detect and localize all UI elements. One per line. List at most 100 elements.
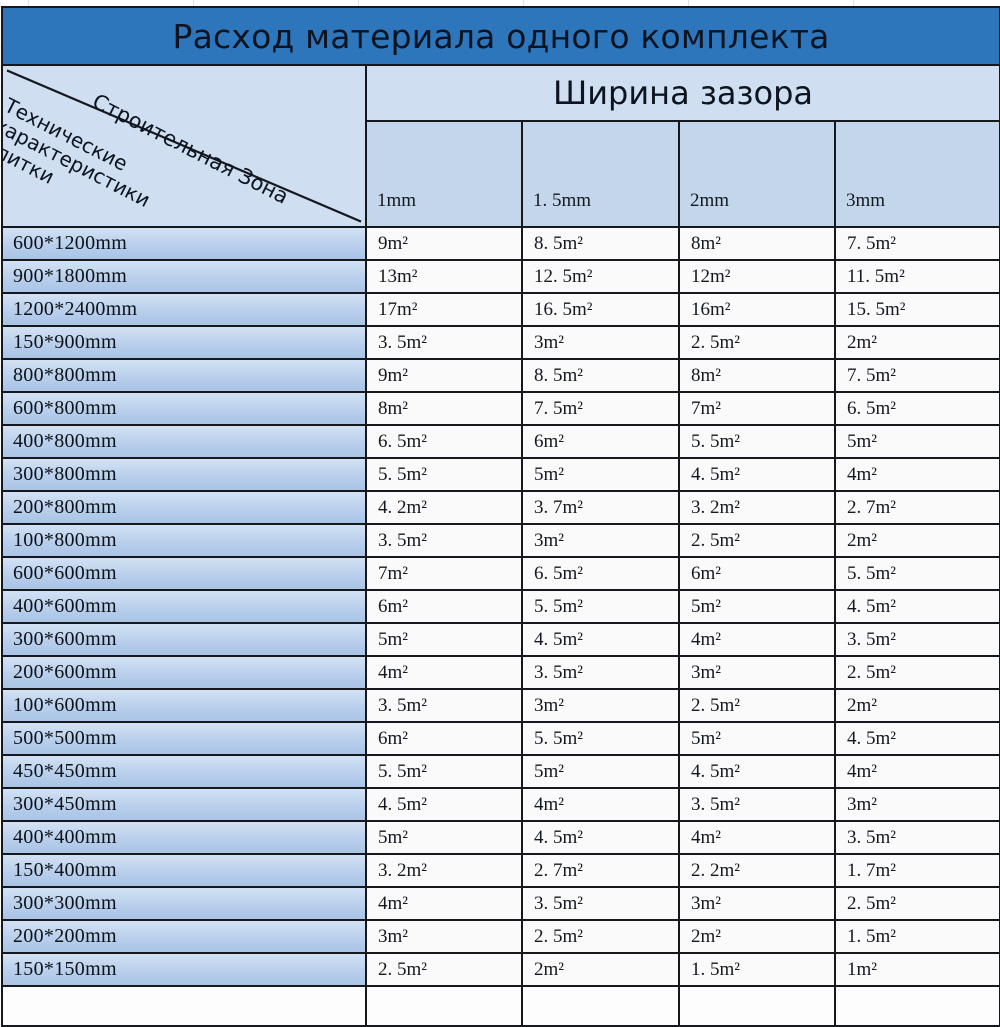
row-label-tile-size: 300*800mm — [1, 457, 367, 492]
cell-consumption: 5. 5m² — [678, 424, 836, 459]
cell-consumption: 3. 5m² — [365, 325, 523, 360]
group-header-gap-width: Ширина зазора — [364, 64, 1000, 122]
table-body: 600*1200mm 9m² 8. 5m² 8m² 7. 5m² 900*1800mm 13… — [1, 226, 1000, 987]
cell-consumption: 1. 5m² — [678, 952, 836, 987]
table-row: 400*400mm 5m² 4. 5m² 4m² 3. 5m² — [1, 820, 1000, 855]
cell-consumption: 16. 5m² — [521, 292, 680, 327]
column-header-1-5mm: 1. 5mm — [521, 120, 680, 228]
cell-consumption: 3m² — [521, 325, 680, 360]
row-label-tile-size: 150*150mm — [1, 952, 367, 987]
cell-consumption: 2m² — [833, 688, 1000, 723]
row-label-tile-size: 200*200mm — [1, 919, 367, 954]
cell-consumption: 16m² — [678, 292, 836, 327]
row-label-tile-size: 900*1800mm — [1, 259, 367, 294]
corner-header-cell: Строительная Зона Технические характерис… — [1, 64, 367, 228]
cell-consumption: 4m² — [678, 820, 836, 855]
cell-consumption: 1. 5m² — [833, 919, 1000, 954]
cell-consumption: 7. 5m² — [521, 391, 680, 426]
cell-consumption: 12. 5m² — [521, 259, 680, 294]
table-row: 800*800mm 9m² 8. 5m² 8m² 7. 5m² — [1, 358, 1000, 393]
row-label-tile-size: 400*600mm — [1, 589, 367, 624]
table-row: 500*500mm 6m² 5. 5m² 5m² 4. 5m² — [1, 721, 1000, 756]
cell-consumption: 4m² — [833, 754, 1000, 789]
cell-consumption: 15. 5m² — [833, 292, 1000, 327]
cell-consumption: 2. 5m² — [833, 886, 1000, 921]
cell-consumption: 13m² — [365, 259, 523, 294]
cell-consumption: 3m² — [365, 919, 523, 954]
cell-consumption: 5m² — [365, 820, 523, 855]
table-row: 400*800mm 6. 5m² 6m² 5. 5m² 5m² — [1, 424, 1000, 459]
cell-consumption: 3. 5m² — [365, 523, 523, 558]
table-row: 450*450mm 5. 5m² 5m² 4. 5m² 4m² — [1, 754, 1000, 789]
cell-consumption: 12m² — [678, 259, 836, 294]
cell-consumption: 6m² — [678, 556, 836, 591]
material-consumption-sheet: Расход материала одного комплекта Строит… — [0, 6, 1000, 1027]
row-label-tile-size: 100*600mm — [1, 688, 367, 723]
row-label-tile-size: 500*500mm — [1, 721, 367, 756]
column-header-row: 1mm 1. 5mm 2mm 3mm — [2, 120, 1000, 228]
table-title: Расход материала одного комплекта — [0, 6, 1000, 66]
table-row: 600*600mm 7m² 6. 5m² 6m² 5. 5m² — [1, 556, 1000, 591]
cell-consumption: 2. 7m² — [521, 853, 680, 888]
cell-consumption: 7m² — [365, 556, 523, 591]
table-row: 150*150mm 2. 5m² 2m² 1. 5m² 1m² — [1, 952, 1000, 987]
cell-consumption: 2. 5m² — [678, 523, 836, 558]
row-label-tile-size: 600*600mm — [1, 556, 367, 591]
cell-consumption: 8. 5m² — [521, 226, 680, 261]
cell-consumption: 5. 5m² — [365, 457, 523, 492]
cell-consumption: 2. 2m² — [678, 853, 836, 888]
cell-consumption: 2. 5m² — [833, 655, 1000, 690]
row-label-tile-size: 150*400mm — [1, 853, 367, 888]
cell-consumption: 4. 5m² — [521, 622, 680, 657]
cell-consumption: 5. 5m² — [365, 754, 523, 789]
row-label-tile-size: 300*600mm — [1, 622, 367, 657]
row-label-tile-size: 450*450mm — [1, 754, 367, 789]
blank-cell-1 — [365, 985, 523, 1027]
cell-consumption: 2. 7m² — [833, 490, 1000, 525]
cell-consumption: 4. 5m² — [833, 721, 1000, 756]
cell-consumption: 17m² — [365, 292, 523, 327]
table-row: 600*1200mm 9m² 8. 5m² 8m² 7. 5m² — [1, 226, 1000, 261]
cell-consumption: 6m² — [365, 589, 523, 624]
cell-consumption: 3. 5m² — [678, 787, 836, 822]
cell-consumption: 2m² — [678, 919, 836, 954]
cell-consumption: 3. 7m² — [521, 490, 680, 525]
cell-consumption: 2. 5m² — [678, 325, 836, 360]
cell-consumption: 4. 5m² — [521, 820, 680, 855]
cell-consumption: 4. 5m² — [365, 787, 523, 822]
cell-consumption: 5m² — [678, 589, 836, 624]
row-label-tile-size: 800*800mm — [1, 358, 367, 393]
cell-consumption: 8m² — [678, 226, 836, 261]
table-row: 300*600mm 5m² 4. 5m² 4m² 3. 5m² — [1, 622, 1000, 657]
diagonal-divider-icon — [6, 69, 362, 223]
column-header-1mm: 1mm — [365, 120, 523, 228]
cell-consumption: 6. 5m² — [521, 556, 680, 591]
cell-consumption: 2. 5m² — [365, 952, 523, 987]
cell-consumption: 4m² — [833, 457, 1000, 492]
row-label-tile-size: 200*800mm — [1, 490, 367, 525]
row-label-tile-size: 100*800mm — [1, 523, 367, 558]
cell-consumption: 5m² — [678, 721, 836, 756]
table-row: 400*600mm 6m² 5. 5m² 5m² 4. 5m² — [1, 589, 1000, 624]
cell-consumption: 9m² — [365, 226, 523, 261]
cell-consumption: 7m² — [678, 391, 836, 426]
cell-consumption: 5m² — [833, 424, 1000, 459]
table-row: 300*800mm 5. 5m² 5m² 4. 5m² 4m² — [1, 457, 1000, 492]
cell-consumption: 4m² — [365, 655, 523, 690]
cell-consumption: 7. 5m² — [833, 226, 1000, 261]
cell-consumption: 3m² — [521, 523, 680, 558]
row-label-tile-size: 400*800mm — [1, 424, 367, 459]
cell-consumption: 4m² — [521, 787, 680, 822]
cell-consumption: 4. 5m² — [833, 589, 1000, 624]
cell-consumption: 11. 5m² — [833, 259, 1000, 294]
cell-consumption: 9m² — [365, 358, 523, 393]
table-row: 200*200mm 3m² 2. 5m² 2m² 1. 5m² — [1, 919, 1000, 954]
row-label-tile-size: 1200*2400mm — [1, 292, 367, 327]
cell-consumption: 5m² — [521, 754, 680, 789]
table-row: 150*900mm 3. 5m² 3m² 2. 5m² 2m² — [1, 325, 1000, 360]
cell-consumption: 3m² — [833, 787, 1000, 822]
cell-consumption: 5m² — [365, 622, 523, 657]
cell-consumption: 4. 5m² — [678, 457, 836, 492]
row-label-tile-size: 300*300mm — [1, 886, 367, 921]
cell-consumption: 1m² — [833, 952, 1000, 987]
